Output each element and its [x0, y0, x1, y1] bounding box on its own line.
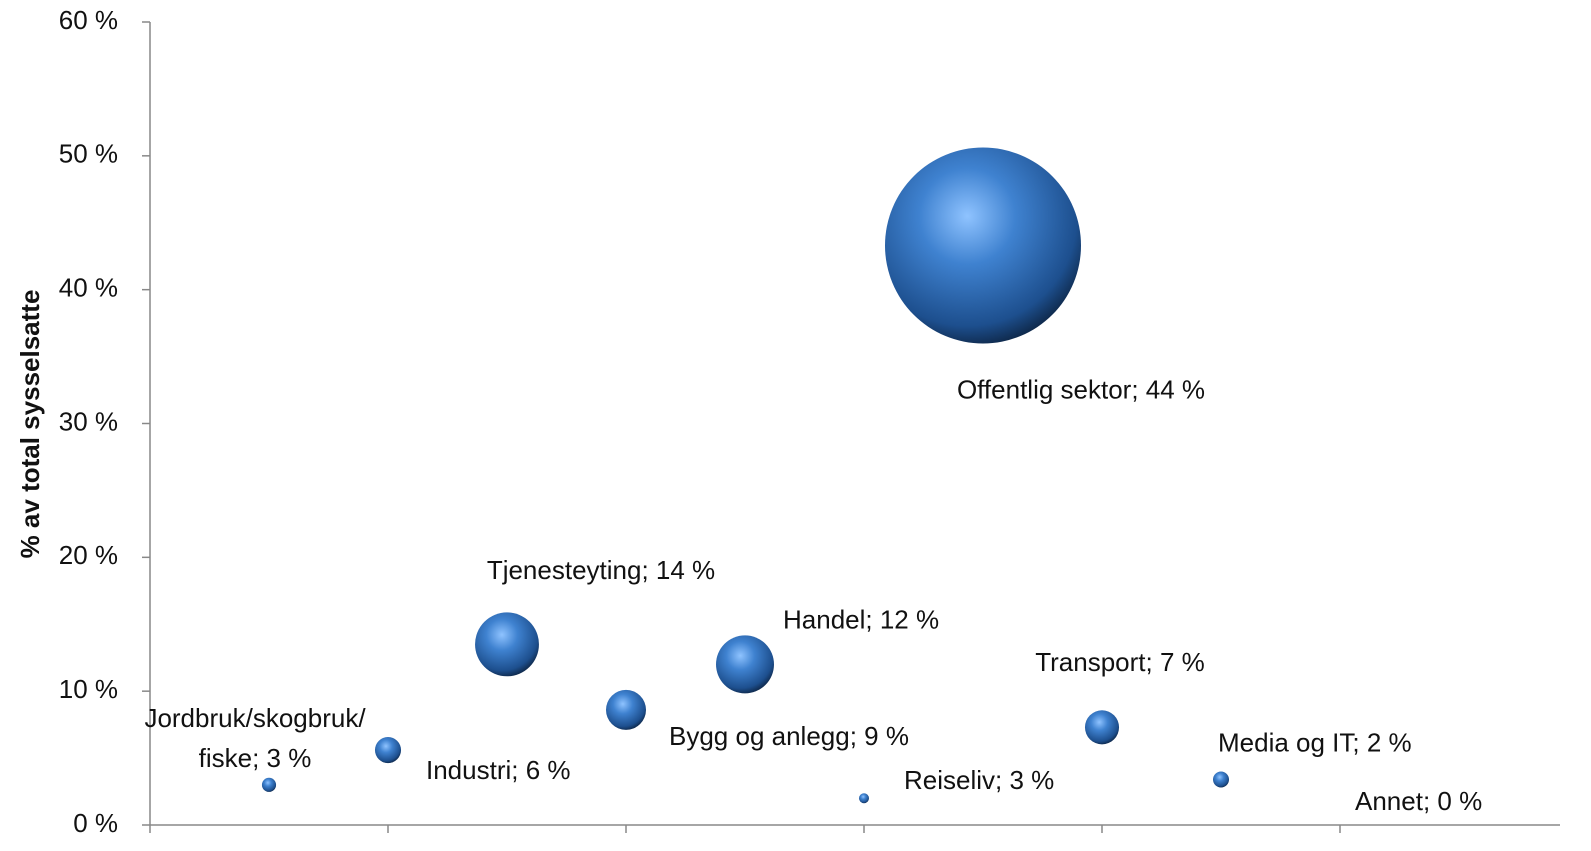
data-label-line: fiske; 3 %: [199, 743, 312, 773]
y-tick-label: 50 %: [59, 139, 118, 169]
data-label: Transport; 7 %: [1035, 647, 1205, 677]
y-tick-label: 60 %: [59, 5, 118, 35]
data-label: Industri; 6 %: [426, 755, 571, 785]
bubble: [475, 612, 539, 677]
bubble: [261, 777, 277, 792]
data-label: Reiseliv; 3 %: [904, 765, 1054, 795]
data-label: Media og IT; 2 %: [1218, 727, 1412, 757]
data-label: Annet; 0 %: [1355, 786, 1482, 816]
data-label: Handel; 12 %: [783, 604, 939, 634]
y-tick-label: 10 %: [59, 674, 118, 704]
data-label: Offentlig sektor; 44 %: [957, 374, 1205, 404]
y-tick-label: 30 %: [59, 406, 118, 436]
bubble: [374, 737, 402, 764]
y-tick-label: 0 %: [73, 808, 118, 838]
y-tick-label: 40 %: [59, 273, 118, 303]
data-label-line: Jordbruk/skogbruk/: [144, 703, 366, 733]
data-label: Tjenesteyting; 14 %: [487, 555, 715, 585]
bubble: [716, 635, 774, 694]
y-tick-label: 20 %: [59, 540, 118, 570]
data-label: Jordbruk/skogbruk/fiske; 3 %: [144, 703, 366, 773]
bubble: [1084, 710, 1120, 745]
bubble: [1212, 771, 1230, 788]
bubble: [858, 793, 870, 804]
data-label: Bygg og anlegg; 9 %: [669, 721, 909, 751]
y-axis-label: % av total sysselsatte: [15, 290, 45, 559]
bubble: [885, 147, 1081, 344]
bubble: [605, 689, 647, 730]
